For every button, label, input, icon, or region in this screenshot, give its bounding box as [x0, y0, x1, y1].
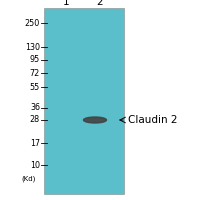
- Text: 36: 36: [30, 104, 40, 112]
- Text: (Kd): (Kd): [22, 176, 36, 182]
- Text: 72: 72: [30, 68, 40, 77]
- Text: 250: 250: [25, 19, 40, 27]
- Ellipse shape: [84, 117, 106, 123]
- Text: 55: 55: [30, 83, 40, 92]
- Text: 1: 1: [63, 0, 69, 7]
- Text: 10: 10: [30, 160, 40, 170]
- Text: 17: 17: [30, 138, 40, 148]
- Text: Claudin 2: Claudin 2: [128, 115, 178, 125]
- Bar: [44, 8, 124, 194]
- Text: 95: 95: [30, 55, 40, 64]
- Text: 130: 130: [25, 43, 40, 51]
- Text: 28: 28: [30, 116, 40, 124]
- Text: 2: 2: [97, 0, 103, 7]
